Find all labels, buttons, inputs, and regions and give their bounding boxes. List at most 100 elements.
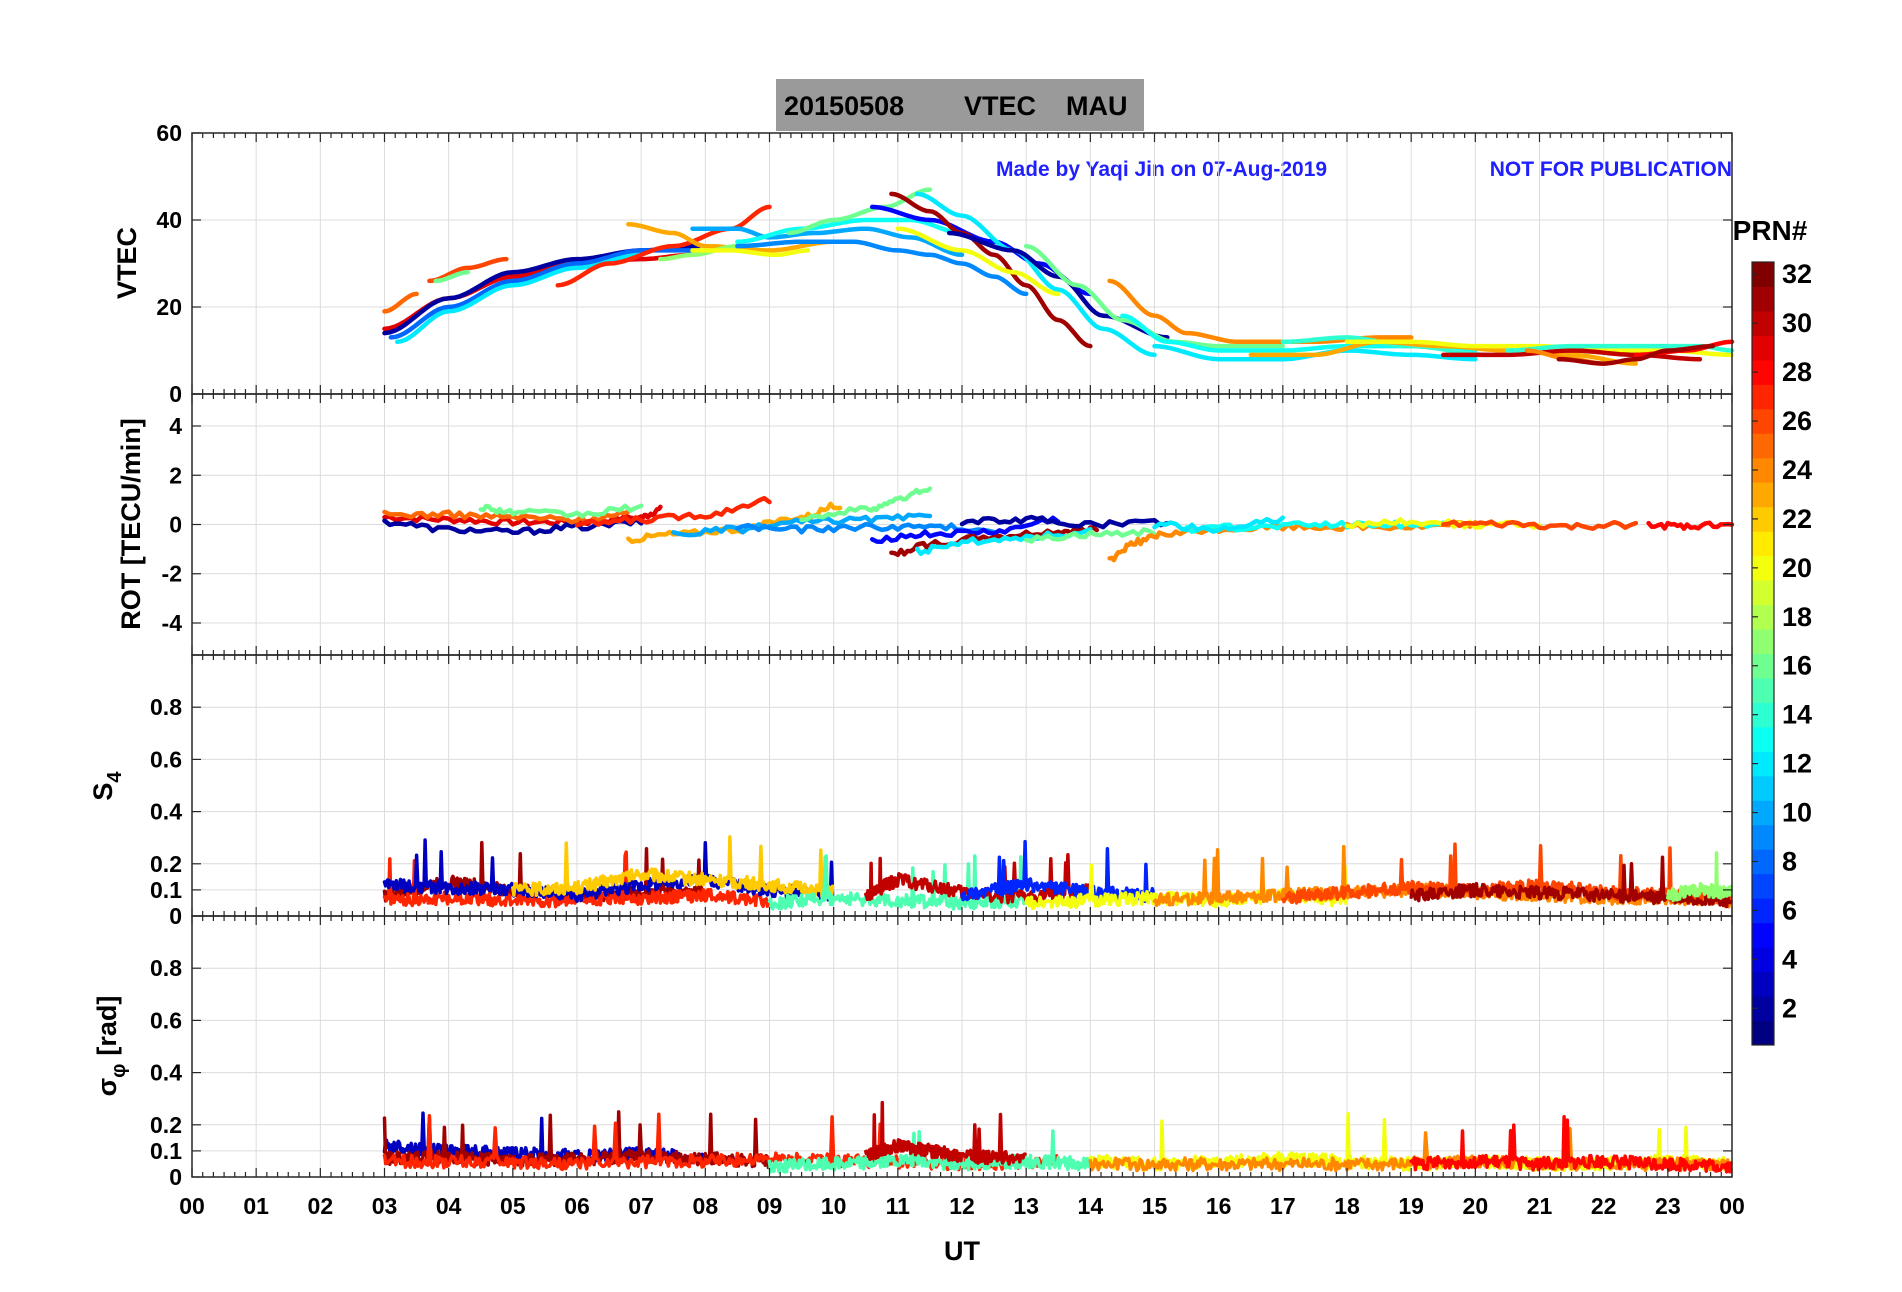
vtec-traces <box>382 187 1735 366</box>
vtec-trace-prn-20 <box>690 248 811 258</box>
colorbar-segment <box>1752 1020 1774 1046</box>
vtec-trace-prn-23 <box>626 222 836 253</box>
vtec-trace-prn-16 <box>786 187 933 236</box>
rot-trace-prn-16 <box>1023 527 1157 544</box>
colorbar-tick-label: 12 <box>1782 749 1812 779</box>
colorbar-segment <box>1752 898 1774 924</box>
s4-trace-prn-17 <box>1666 851 1734 903</box>
y-tick-label: 0.1 <box>150 1138 182 1164</box>
rot-tick-marks <box>191 394 1733 655</box>
vtec-trace-prn-12 <box>914 191 1157 358</box>
colorbar-tick-label: 20 <box>1782 553 1812 583</box>
y-tick-label: 0.2 <box>150 851 182 877</box>
y-tick-label: 40 <box>156 207 182 233</box>
s4-ylabel-main: S <box>88 783 118 801</box>
rot-trace-prn-12 <box>1152 515 1286 534</box>
y-tick-label: 0.6 <box>150 746 182 772</box>
colorbar-segment <box>1752 310 1774 336</box>
s4-traces <box>382 835 1734 911</box>
vtec-trace-prn-26 <box>427 256 509 284</box>
vtec-ylabel: VTEC <box>112 227 142 299</box>
rot-trace-prn-28 <box>1646 520 1735 531</box>
y-tick-label: 0.8 <box>150 694 182 720</box>
colorbar-segment <box>1752 531 1774 557</box>
x-tick-label: 06 <box>564 1193 590 1219</box>
y-tick-label: -2 <box>162 561 182 587</box>
x-tick-label: 08 <box>693 1193 719 1219</box>
y-tick-label: 4 <box>169 413 182 439</box>
s4-tick-marks <box>191 655 1733 917</box>
vtec-trace-prn-31 <box>1556 343 1716 366</box>
sigma-ytick-labels: 00.10.2 0.4 0.6 0.8 <box>150 955 182 1190</box>
y-tick-label: 20 <box>156 294 182 320</box>
colorbar-segment <box>1752 604 1774 630</box>
s4-panel: 00.10.2 0.4 0.6 0.8 S4 <box>88 654 1734 929</box>
colorbar-segment <box>1752 555 1774 581</box>
rot-trace-prn-27 <box>574 495 772 528</box>
colorbar-segment <box>1752 629 1774 654</box>
credit-author: Made by Yaqi Jin on 07-Aug-2019 <box>996 158 1327 181</box>
sigma-ylabel-main: σ <box>92 1078 122 1096</box>
colorbar-segment <box>1752 482 1774 508</box>
s4-trace-prn-30 <box>864 853 1092 905</box>
x-tick-label: 03 <box>372 1193 398 1219</box>
colorbar-segment <box>1752 335 1774 361</box>
sigma-panel: 00.10.2 0.4 0.6 0.8 σφ [rad] <box>92 915 1733 1190</box>
y-tick-label: 0 <box>169 903 182 929</box>
rot-trace-prn-12 <box>914 526 1093 557</box>
sigma-trace-prn-15 <box>767 1129 1092 1174</box>
x-tick-label: 18 <box>1334 1193 1360 1219</box>
vtec-trace-prn-8 <box>388 248 695 340</box>
title-quantity: VTEC <box>964 91 1036 121</box>
colorbar-segment <box>1752 408 1774 434</box>
rot-trace-prn-24 <box>1107 519 1478 563</box>
colorbar-segment <box>1752 996 1774 1022</box>
sigma-trace-prn-30 <box>864 1100 1027 1166</box>
rot-trace-prn-5 <box>869 515 1061 544</box>
y-tick-label: 0.4 <box>150 799 182 825</box>
colorbar-segment <box>1752 800 1774 826</box>
vtec-trace-prn-31 <box>889 191 1093 349</box>
y-tick-label: 0.1 <box>150 877 182 903</box>
s4-trace-prn-3 <box>382 838 835 904</box>
title-station: MAU <box>1066 91 1128 121</box>
x-tick-label: 12 <box>949 1193 975 1219</box>
colorbar-title: PRN# <box>1733 215 1808 246</box>
rot-trace-prn-16 <box>478 503 644 519</box>
colorbar-tick-label: 28 <box>1782 357 1812 387</box>
vtec-trace-prn-25 <box>382 291 419 314</box>
x-tick-label: 05 <box>500 1193 526 1219</box>
credit-notice: NOT FOR PUBLICATION <box>1490 158 1732 181</box>
vtec-trace-prn-12 <box>395 252 644 345</box>
x-tick-label: 19 <box>1398 1193 1424 1219</box>
colorbar-segment <box>1752 653 1774 679</box>
s4-ylabel-sub: 4 <box>104 771 126 783</box>
colorbar-segment <box>1752 971 1774 997</box>
colorbar-tick-label: 24 <box>1782 455 1812 485</box>
colorbar-segment <box>1752 262 1774 287</box>
y-tick-label: 0.6 <box>150 1007 182 1033</box>
s4-trace-prn-22 <box>511 835 835 899</box>
colorbar-segment <box>1752 384 1774 410</box>
vtec-trace-prn-9 <box>735 239 1029 297</box>
title-date: 20150508 <box>784 91 904 121</box>
colorbar-segment <box>1752 849 1774 875</box>
colorbar-segment <box>1752 457 1774 483</box>
sigma-traces <box>382 1100 1733 1174</box>
y-tick-label: 2 <box>169 462 182 488</box>
rot-trace-prn-25 <box>382 509 631 525</box>
rot-trace-prn-2 <box>959 514 1170 530</box>
y-tick-label: 0 <box>169 512 182 538</box>
x-tick-label: 23 <box>1655 1193 1681 1219</box>
colorbar-segment <box>1752 506 1774 532</box>
x-tick-label: 21 <box>1527 1193 1553 1219</box>
y-tick-label: 0 <box>169 1164 182 1190</box>
sigma-trace-prn-28 <box>1409 1115 1733 1174</box>
vtec-trace-prn-30 <box>1441 348 1703 362</box>
colorbar-tick-label: 14 <box>1782 700 1812 730</box>
rot-panel: -4 -2 0 2 4 ROT [TECU/min] <box>116 393 1735 656</box>
x-tick-label: 13 <box>1013 1193 1039 1219</box>
x-axis-label: UT <box>944 1236 980 1266</box>
x-tick-label: 02 <box>308 1193 334 1219</box>
